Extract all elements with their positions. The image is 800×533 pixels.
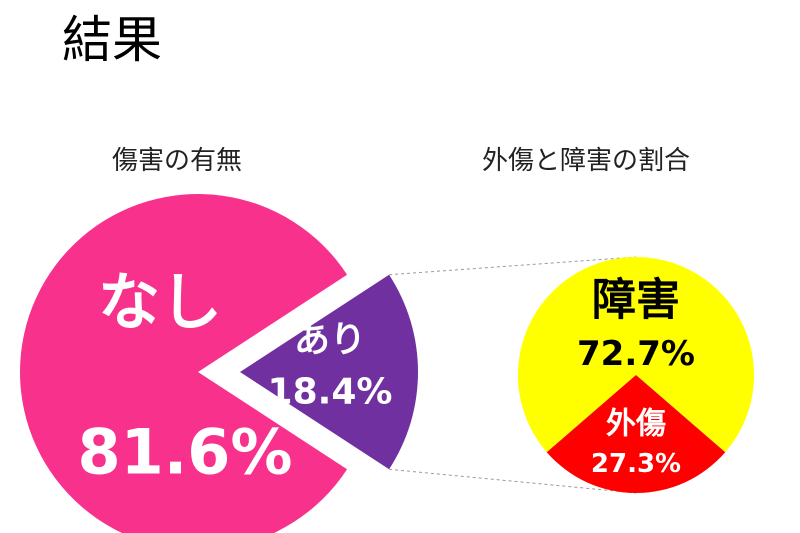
value-gaishou: 27.3%	[591, 449, 681, 479]
slide-title: 結果	[62, 11, 162, 69]
connector-top	[389, 256, 637, 276]
value-nashi: 81.6%	[77, 416, 292, 489]
connector-bottom	[389, 468, 637, 494]
label-shougai: 障害	[592, 275, 680, 326]
slice-shougai	[518, 256, 754, 453]
connector-lines	[389, 256, 637, 494]
value-shougai: 72.7%	[577, 334, 695, 374]
value-ari: 18.4%	[268, 372, 393, 413]
left-pie: なし 81.6% あり 18.4%	[20, 194, 419, 533]
label-nashi: なし	[98, 266, 222, 339]
right-pie: 障害 72.7% 外傷 27.3%	[518, 256, 754, 493]
slice-ari	[240, 274, 419, 470]
label-gaishou: 外傷	[606, 407, 666, 442]
left-chart-title: 傷害の有無	[112, 146, 243, 176]
right-chart-title: 外傷と障害の割合	[482, 146, 691, 176]
slice-nashi	[20, 194, 348, 533]
slice-gaishou	[546, 375, 726, 493]
label-ari: あり	[294, 320, 366, 361]
